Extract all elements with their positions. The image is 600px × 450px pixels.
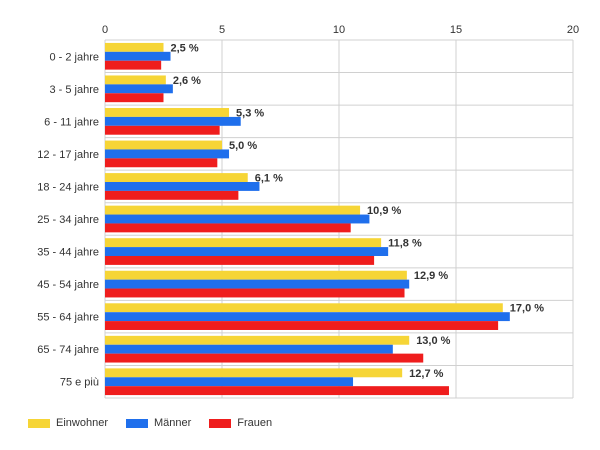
x-axis-ticks: 0 5 10 15 20: [102, 24, 579, 36]
bar-einwohner: [105, 335, 410, 345]
legend: Einwohner Männer Frauen: [28, 417, 272, 429]
data-label: 5,3 %: [236, 107, 264, 119]
data-label: 11,8 %: [388, 238, 422, 250]
bar-männer: [105, 116, 241, 126]
x-tick-label: 10: [333, 24, 345, 36]
data-label: 13,0 %: [416, 335, 450, 347]
x-tick-label: 15: [450, 24, 462, 36]
data-label: 2,5 %: [171, 42, 199, 54]
bar-frauen: [105, 321, 499, 330]
legend-label: Männer: [153, 417, 192, 429]
bar-männer: [105, 149, 230, 159]
bar-frauen: [105, 125, 220, 135]
bar-frauen: [105, 223, 351, 233]
data-label: 2,6 %: [173, 75, 201, 87]
bar-frauen: [105, 93, 164, 103]
bar-einwohner: [105, 75, 166, 85]
bar-männer: [105, 51, 171, 61]
data-label: 17,0 %: [510, 303, 544, 315]
category-label: 0 - 2 jahre: [49, 51, 99, 63]
category-label: 12 - 17 jahre: [37, 149, 99, 161]
bar-einwohner: [105, 238, 382, 248]
bars: [105, 42, 510, 396]
bar-frauen: [105, 288, 405, 298]
data-label: 5,0 %: [229, 140, 257, 152]
data-label: 6,1 %: [255, 173, 283, 185]
category-label: 3 - 5 jahre: [49, 84, 99, 96]
bar-frauen: [105, 190, 239, 200]
bar-frauen: [105, 158, 218, 168]
category-label: 6 - 11 jahre: [44, 116, 99, 128]
legend-swatch: [28, 418, 50, 428]
data-labels: 2,5 % 2,6 % 5,3 % 5,0 % 6,1 % 10,9 % 11,8 % 12,…: [171, 42, 545, 379]
bar-einwohner: [105, 270, 407, 280]
bar-einwohner: [105, 303, 503, 313]
bar-männer: [105, 377, 354, 387]
legend-label: Frauen: [237, 417, 273, 429]
data-label: 12,9 %: [414, 270, 448, 282]
x-tick-label: 5: [219, 24, 225, 36]
bar-einwohner: [105, 368, 403, 378]
bar-männer: [105, 247, 389, 256]
bar-männer: [105, 214, 370, 224]
bar-einwohner: [105, 108, 230, 117]
bar-männer: [105, 84, 173, 94]
category-label: 45 - 54 jahre: [37, 279, 99, 291]
bar-frauen: [105, 353, 424, 363]
category-label: 25 - 34 jahre: [37, 214, 99, 226]
legend-swatch: [125, 418, 148, 428]
data-label: 12,7 %: [409, 368, 443, 380]
bar-frauen: [105, 60, 162, 70]
category-label: 55 - 64 jahre: [37, 312, 99, 324]
category-label: 35 - 44 jahre: [37, 247, 99, 259]
data-label: 10,9 %: [367, 205, 401, 217]
bar-einwohner: [105, 140, 222, 150]
legend-label: Einwohner: [56, 417, 108, 429]
bar-einwohner: [105, 173, 248, 183]
category-label: 75 e più: [60, 377, 99, 389]
legend-item-frauen: Frauen: [209, 417, 272, 429]
category-label: 18 - 24 jahre: [37, 181, 99, 193]
legend-item-einwohner: Einwohner: [28, 417, 108, 429]
bar-einwohner: [105, 205, 361, 215]
x-tick-label: 0: [102, 24, 108, 36]
bar-frauen: [105, 386, 449, 396]
bar-männer: [105, 182, 260, 191]
bar-männer: [105, 279, 410, 289]
bar-männer: [105, 312, 510, 322]
legend-item-männer: Männer: [125, 417, 192, 429]
bar-männer: [105, 344, 393, 354]
category-label: 65 - 74 jahre: [37, 344, 99, 356]
bar-frauen: [105, 255, 375, 265]
category-labels: 0 - 2 jahre 3 - 5 jahre 6 - 11 jahre 12 - 1…: [37, 51, 99, 388]
x-tick-label: 20: [567, 24, 579, 36]
gridlines: [104, 39, 574, 399]
bar-einwohner: [105, 42, 164, 52]
legend-swatch: [209, 418, 232, 428]
